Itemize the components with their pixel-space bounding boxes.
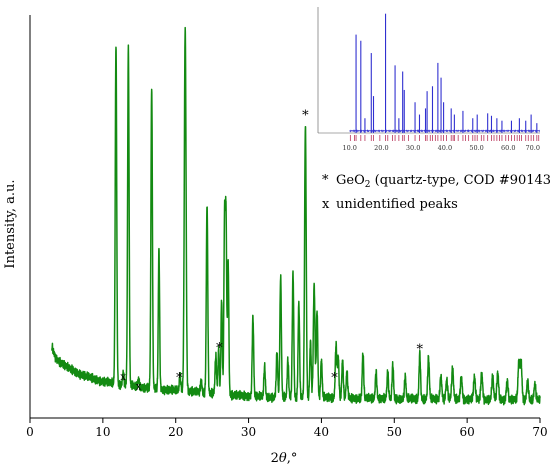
inset-x-tick-label: 40.0	[438, 144, 452, 152]
inset-x-tick-label: 50.0	[469, 144, 483, 152]
legend-symbol-x: x	[322, 197, 330, 212]
inset-x-ticks: 10.0 20.0 30.0 40.0 50.0 60.0 70.0	[342, 144, 540, 152]
y-axis-title: Intensity, a.u.	[3, 179, 18, 268]
x-axis-title-text: 2θ,°	[271, 451, 298, 466]
x-tick-label: 40	[314, 425, 329, 439]
inset-baseline	[349, 129, 540, 133]
x-tick-label: 70	[532, 425, 547, 439]
legend-label-geo2-main: GeO	[336, 173, 365, 188]
x-tick-label: 30	[241, 425, 256, 439]
inset-reference-ticks	[349, 135, 540, 141]
x-tick-label: 10	[95, 425, 110, 439]
inset-reflections	[349, 13, 540, 133]
x-axis-title: 2θ,°	[271, 451, 298, 466]
inset-x-tick-label: 10.0	[342, 144, 356, 152]
x-tick-label: 50	[387, 425, 402, 439]
unidentified-peak-marker: x	[136, 382, 142, 393]
diffraction-pattern-line	[51, 26, 541, 406]
legend-label-unidentified: unidentified peaks	[336, 197, 458, 212]
geo2-peak-marker: *	[176, 371, 183, 386]
inset-x-tick-label: 60.0	[501, 144, 515, 152]
inset-x-tick-label: 70.0	[526, 144, 540, 152]
main-series	[51, 26, 541, 406]
x-tick-label: 20	[168, 425, 183, 439]
x-ticks: 0 10 20 30 40 50 60 70	[26, 418, 548, 439]
x-tick-label: 60	[460, 425, 475, 439]
legend-label-geo2-rest: (quartz-type, COD #9014327)	[370, 173, 550, 188]
legend-label-geo2-subscript: 2	[365, 180, 371, 190]
inset-x-tick-label: 30.0	[406, 144, 420, 152]
geo2-peak-marker: *	[216, 341, 223, 356]
axes-layer	[29, 15, 540, 419]
x-tick-label: 0	[26, 425, 34, 439]
geo2-peak-marker: *	[331, 371, 338, 386]
legend: * GeO2 (quartz-type, COD #9014327) x uni…	[322, 173, 550, 212]
inset-x-tick-label: 20.0	[374, 144, 388, 152]
legend-symbol-star: *	[322, 173, 329, 188]
legend-label-geo2: GeO2 (quartz-type, COD #9014327)	[336, 173, 550, 190]
inset-background	[318, 7, 540, 152]
reference-pattern-inset: 10.0 20.0 30.0 40.0 50.0 60.0 70.0	[317, 7, 540, 152]
peak-markers: *****xx	[120, 108, 423, 392]
geo2-peak-marker: *	[417, 343, 424, 358]
unidentified-peak-marker: x	[120, 372, 126, 383]
geo2-peak-marker: *	[302, 108, 309, 123]
